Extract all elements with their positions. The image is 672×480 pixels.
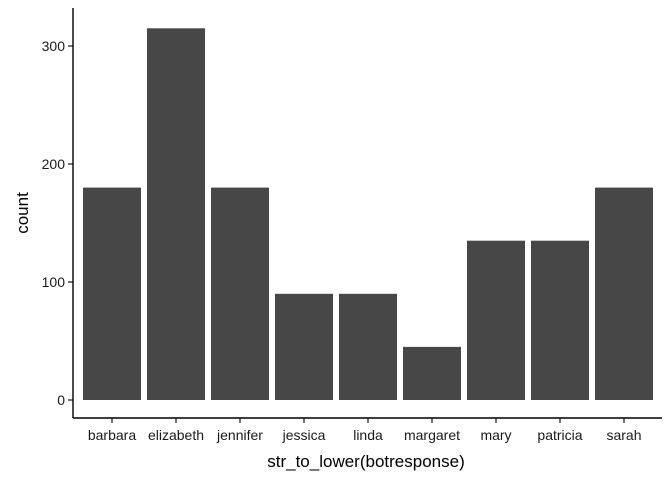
bar-linda	[339, 293, 397, 400]
bars-group	[83, 28, 653, 401]
bar-margaret	[403, 346, 461, 400]
x-tick-label: jennifer	[216, 427, 263, 443]
x-tick-label: linda	[353, 427, 383, 443]
x-tick-label: mary	[480, 427, 511, 443]
bar-jessica	[275, 293, 333, 400]
bar-barbara	[83, 187, 141, 400]
bar-elizabeth	[147, 28, 205, 401]
y-tick-label: 300	[42, 38, 66, 54]
y-axis: 0 100 200 300	[42, 8, 74, 418]
x-tick-label: margaret	[404, 427, 460, 443]
y-tick-label: 0	[57, 392, 65, 408]
x-tick-label: jessica	[282, 427, 326, 443]
x-axis-title: str_to_lower(botresponse)	[267, 452, 464, 471]
bar-jennifer	[211, 187, 269, 400]
y-axis-title: count	[13, 192, 32, 234]
bar-mary	[467, 240, 525, 400]
y-tick-label: 100	[42, 274, 66, 290]
y-tick-label: 200	[42, 156, 66, 172]
x-tick-label: sarah	[606, 427, 641, 443]
x-tick-label: patricia	[537, 427, 582, 443]
bar-patricia	[531, 240, 589, 400]
x-tick-label: barbara	[88, 427, 136, 443]
bar-sarah	[595, 187, 653, 400]
x-axis: barbara elizabeth jennifer jessica linda marg…	[73, 417, 662, 443]
x-tick-label: elizabeth	[148, 427, 204, 443]
